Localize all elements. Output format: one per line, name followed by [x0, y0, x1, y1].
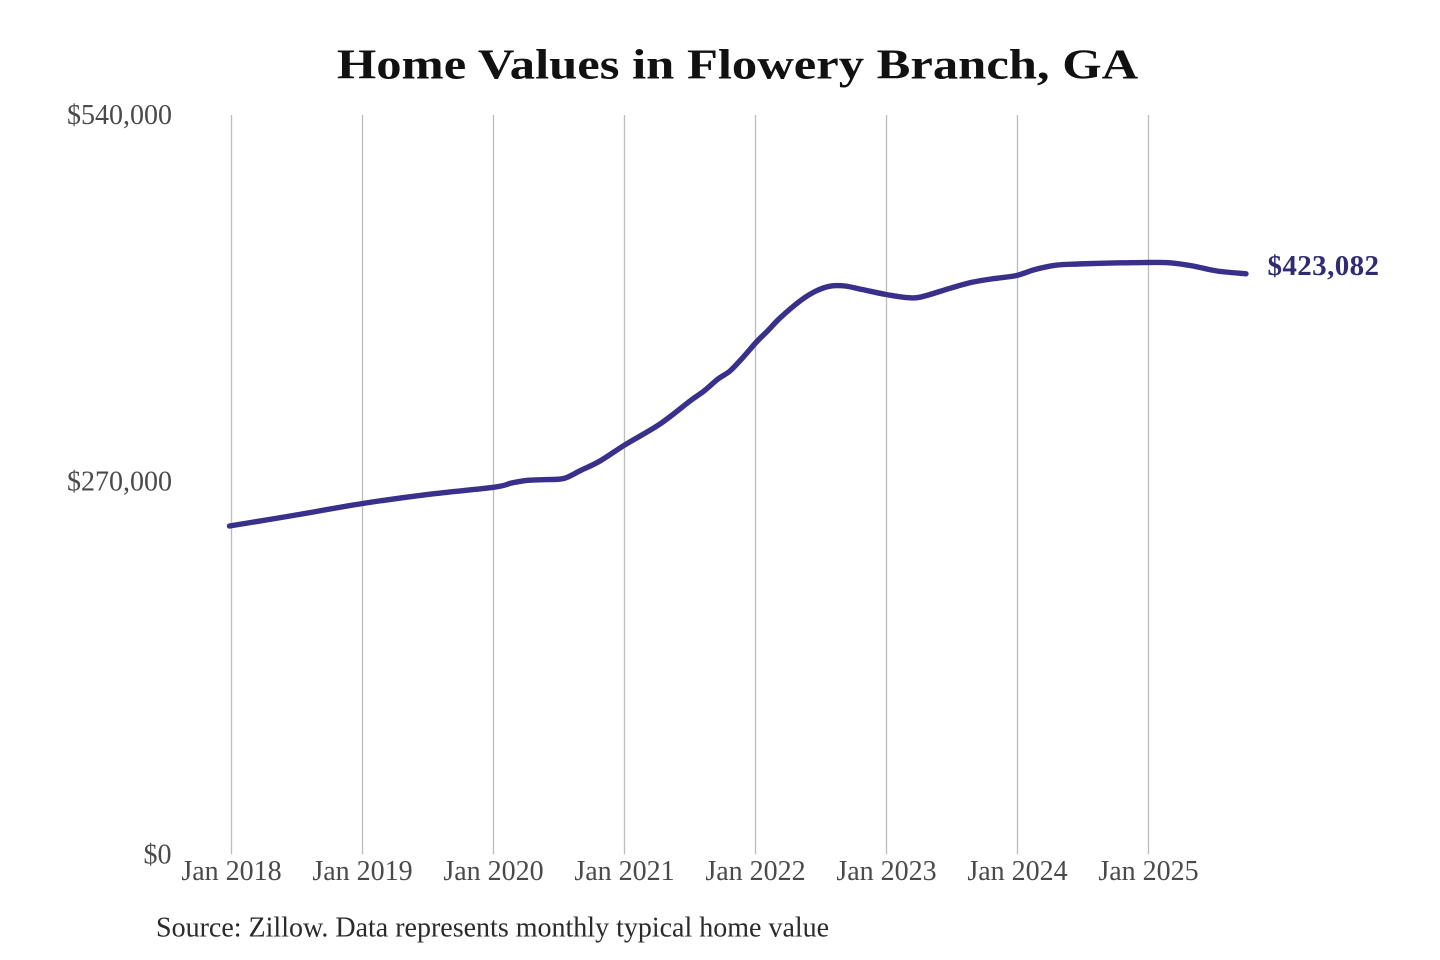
- svg-text:$540,000: $540,000: [67, 100, 172, 131]
- svg-text:Jan 2019: Jan 2019: [312, 856, 412, 887]
- svg-text:$423,082: $423,082: [1268, 250, 1380, 282]
- svg-text:Jan 2021: Jan 2021: [574, 856, 674, 887]
- svg-text:Jan 2022: Jan 2022: [705, 856, 805, 887]
- svg-text:Jan 2018: Jan 2018: [181, 856, 281, 887]
- svg-text:Jan 2025: Jan 2025: [1098, 856, 1198, 887]
- svg-text:$0: $0: [144, 840, 172, 871]
- svg-text:Jan 2024: Jan 2024: [967, 856, 1067, 887]
- svg-text:$270,000: $270,000: [67, 467, 172, 498]
- svg-text:Jan 2023: Jan 2023: [836, 856, 936, 887]
- svg-text:Home Values in Flowery Branch,: Home Values in Flowery Branch, GA: [337, 42, 1139, 88]
- svg-text:Jan 2020: Jan 2020: [443, 856, 543, 887]
- svg-text:Source: Zillow. Data represent: Source: Zillow. Data represents monthly …: [156, 913, 829, 944]
